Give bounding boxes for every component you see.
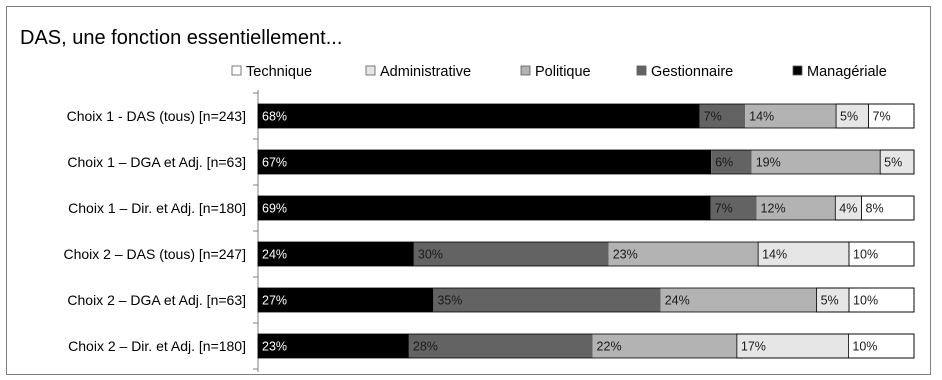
category-label: Choix 1 – DGA et Adj. [n=63] [67, 154, 246, 170]
category-label: Choix 2 – DAS (tous) [n=247] [64, 246, 247, 262]
bar-segment-gestionnaire [433, 288, 661, 312]
bar-segment-politique [756, 196, 836, 220]
bar-segment-administrative [816, 287, 850, 313]
bar-segment-politique [751, 150, 881, 174]
bar-segment-gestionnaire [413, 242, 609, 266]
category-label: Choix 1 – Dir. et Adj. [n=180] [68, 200, 246, 216]
category-label: Choix 2 – Dir. et Adj. [n=180] [68, 338, 246, 354]
data-label-politique: 19% [756, 156, 781, 170]
data-label-gestionnaire: 7% [715, 202, 733, 216]
data-label-politique: 23% [613, 248, 638, 262]
data-label-politique: 24% [665, 294, 690, 308]
bar-segment-manageriale [258, 150, 712, 174]
data-label-manageriale: 67% [262, 156, 287, 170]
data-label-gestionnaire: 7% [704, 110, 722, 124]
bar-outline [257, 103, 915, 129]
bar-segment-technique [848, 241, 915, 267]
data-label-manageriale: 27% [262, 294, 287, 308]
data-label-manageriale: 24% [262, 248, 287, 262]
plot-area: 68% 7% 14% 5% 7% 67% 6% 19% 5% 69% 7% 12% 4% 8% 24% 30%… [253, 90, 915, 372]
legend-swatch-administrative [365, 65, 376, 76]
legend-label-politique: Politique [535, 64, 591, 80]
legend-label-gestionnaire: Gestionnaire [651, 64, 733, 80]
data-label-manageriale: 23% [262, 340, 287, 354]
bar-segment-politique [608, 242, 759, 266]
bar-segment-gestionnaire [408, 334, 593, 358]
data-label-politique: 14% [749, 110, 774, 124]
legend-swatch-technique [231, 65, 242, 76]
data-label-administrative: 5% [840, 110, 858, 124]
bar-segment-gestionnaire [711, 150, 752, 174]
data-label-manageriale: 69% [262, 202, 287, 216]
bar-segment-manageriale [258, 334, 409, 358]
data-label-manageriale: 68% [262, 110, 287, 124]
bar-outline [257, 149, 915, 175]
bar-segment-technique [848, 333, 915, 359]
data-label-technique: 10% [853, 294, 878, 308]
category-label: Choix 1 - DAS (tous) [n=243] [67, 108, 246, 124]
data-label-technique: 10% [853, 248, 878, 262]
data-label-politique: 22% [597, 340, 622, 354]
bar-segment-politique [745, 104, 837, 128]
bar-segment-manageriale [258, 196, 711, 220]
data-label-politique: 12% [761, 202, 786, 216]
data-label-administrative: 17% [741, 340, 766, 354]
category-labels: Choix 1 - DAS (tous) [n=243] Choix 1 – DG… [64, 108, 247, 354]
bar-outline [257, 287, 915, 313]
bar-outline [257, 195, 915, 221]
data-label-technique: 8% [866, 202, 884, 216]
chart-frame [6, 6, 931, 375]
legend-swatch-manageriale [792, 65, 803, 76]
legend-label-administrative: Administrative [380, 64, 471, 80]
data-label-gestionnaire: 30% [418, 248, 443, 262]
legend-swatch-gestionnaire [636, 65, 647, 76]
legend-swatch-politique [520, 65, 531, 76]
data-label-gestionnaire: 6% [715, 156, 733, 170]
data-label-administrative: 5% [821, 294, 839, 308]
data-label-administrative: 14% [762, 248, 787, 262]
legend-label-technique: Technique [246, 64, 312, 80]
bar-segment-manageriale [258, 242, 414, 266]
bar-segment-gestionnaire [699, 104, 746, 128]
data-label-administrative: 4% [839, 202, 857, 216]
bar-segment-manageriale [258, 104, 700, 128]
bar-segment-gestionnaire [710, 196, 757, 220]
bar-segment-politique [592, 334, 737, 358]
bar-segment-manageriale [258, 288, 434, 312]
legend: Technique Administrative Politique Gestionn… [231, 64, 887, 80]
bar-segment-administrative [757, 241, 850, 267]
data-label-gestionnaire: 35% [437, 294, 462, 308]
legend-label-manageriale: Managériale [807, 64, 887, 80]
chart-title: DAS, une fonction essentiellement... [20, 27, 342, 49]
category-label: Choix 2 – DGA et Adj. [n=63] [67, 292, 246, 308]
bar-segment-politique [660, 288, 817, 312]
bar-outline [257, 241, 915, 267]
data-label-technique: 7% [873, 110, 891, 124]
data-label-technique: 10% [852, 340, 877, 354]
data-label-gestionnaire: 28% [413, 340, 438, 354]
bar-outline [257, 333, 915, 359]
data-label-administrative: 5% [884, 156, 902, 170]
